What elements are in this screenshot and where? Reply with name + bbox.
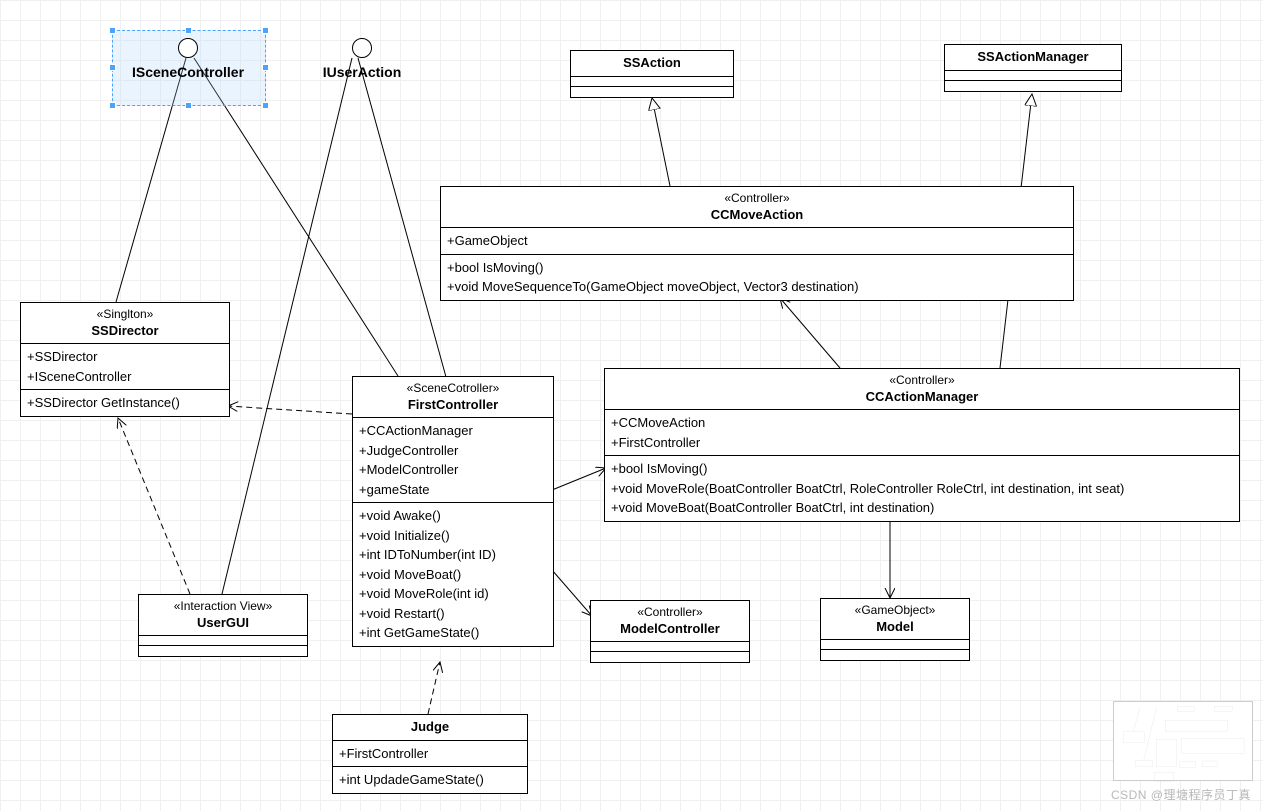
lollipop-icon (352, 38, 372, 58)
class-firstcontroller[interactable]: «SceneCotroller»FirstController+CCAction… (352, 376, 554, 647)
class-name: Model (876, 619, 914, 634)
operation-row: +int UpdadeGameState() (339, 770, 521, 790)
class-title: «Controller»CCActionManager (605, 369, 1239, 410)
operation-row: +void MoveBoat(BoatController BoatCtrl, … (611, 498, 1233, 518)
class-name: UserGUI (197, 615, 249, 630)
attributes-section: +SSDirector+ISceneController (21, 344, 229, 390)
attributes-section: +CCActionManager+JudgeController+ModelCo… (353, 418, 553, 503)
edge-e6 (228, 406, 352, 414)
operations-section (571, 87, 733, 97)
attribute-row: +CCActionManager (359, 421, 547, 441)
operations-section: +bool IsMoving()+void MoveSequenceTo(Gam… (441, 255, 1073, 300)
attribute-row: +JudgeController (359, 441, 547, 461)
attributes-section (591, 642, 749, 652)
class-title: SSAction (571, 51, 733, 77)
stereotype-label: «SceneCotroller» (359, 381, 547, 397)
attributes-section: +FirstController (333, 741, 527, 768)
edge-e8 (780, 298, 840, 368)
operations-section (821, 650, 969, 660)
operation-row: +void MoveSequenceTo(GameObject moveObje… (447, 277, 1067, 297)
class-name: SSDirector (91, 323, 158, 338)
stereotype-label: «Controller» (597, 605, 743, 621)
operation-row: +bool IsMoving() (611, 459, 1233, 479)
stereotype-label: «Controller» (447, 191, 1067, 207)
class-ssdirector[interactable]: «Singlton»SSDirector+SSDirector+ISceneCo… (20, 302, 230, 417)
operation-row: +void MoveRole(int id) (359, 584, 547, 604)
attributes-section: +GameObject (441, 228, 1073, 255)
operation-row: +int IDToNumber(int ID) (359, 545, 547, 565)
operations-section: +SSDirector GetInstance() (21, 390, 229, 416)
class-modelcontroller[interactable]: «Controller»ModelController (590, 600, 750, 663)
operations-section (591, 652, 749, 662)
class-name: SSAction (623, 55, 681, 70)
class-title: «Interaction View»UserGUI (139, 595, 307, 636)
attribute-row: +SSDirector (27, 347, 223, 367)
class-ssactionmanager[interactable]: SSActionManager (944, 44, 1122, 92)
attributes-section: +CCMoveAction+FirstController (605, 410, 1239, 456)
operation-row: +bool IsMoving() (447, 258, 1067, 278)
operations-section: +int UpdadeGameState() (333, 767, 527, 793)
class-title: Judge (333, 715, 527, 741)
class-title: «Singlton»SSDirector (21, 303, 229, 344)
operation-row: +void Initialize() (359, 526, 547, 546)
operation-row: +SSDirector GetInstance() (27, 393, 223, 413)
minimap-svg (1114, 702, 1254, 782)
class-title: «GameObject»Model (821, 599, 969, 640)
attributes-section (139, 636, 307, 646)
class-name: CCActionManager (866, 389, 979, 404)
edge-e11 (552, 570, 592, 616)
class-title: «Controller»ModelController (591, 601, 749, 642)
attribute-row: +gameState (359, 480, 547, 500)
minimap[interactable] (1113, 701, 1253, 781)
interface-label: IUserAction (312, 64, 412, 80)
attributes-section (821, 640, 969, 650)
class-title: «SceneCotroller»FirstController (353, 377, 553, 418)
operations-section (139, 646, 307, 656)
edge-e7 (652, 98, 670, 186)
stereotype-label: «GameObject» (827, 603, 963, 619)
attribute-row: +ISceneController (27, 367, 223, 387)
edge-e5 (118, 418, 190, 594)
operation-row: +int GetGameState() (359, 623, 547, 643)
class-ccmoveaction[interactable]: «Controller»CCMoveAction +GameObject +bool… (440, 186, 1074, 301)
operations-section (945, 81, 1121, 91)
operation-row: +void MoveRole(BoatController BoatCtrl, … (611, 479, 1233, 499)
edge-e4 (358, 58, 446, 377)
class-title: SSActionManager (945, 45, 1121, 71)
edge-e13 (428, 662, 440, 714)
class-name: SSActionManager (977, 49, 1088, 64)
stereotype-label: «Singlton» (27, 307, 223, 323)
attribute-row: +GameObject (447, 231, 1067, 251)
operations-section: +bool IsMoving()+void MoveRole(BoatContr… (605, 456, 1239, 521)
interface-label: ISceneController (128, 64, 248, 80)
operation-row: +void MoveBoat() (359, 565, 547, 585)
attributes-section (571, 77, 733, 87)
class-name: Judge (411, 719, 449, 734)
attribute-row: +FirstController (339, 744, 521, 764)
operations-section: +void Awake()+void Initialize()+int IDTo… (353, 503, 553, 646)
attribute-row: +CCMoveAction (611, 413, 1233, 433)
edge-e2 (222, 58, 352, 594)
class-model[interactable]: «GameObject»Model (820, 598, 970, 661)
operation-row: +void Awake() (359, 506, 547, 526)
lollipop-icon (178, 38, 198, 58)
edge-e10 (552, 468, 606, 490)
stereotype-label: «Controller» (611, 373, 1233, 389)
class-name: ModelController (620, 621, 720, 636)
class-ccactionmanager[interactable]: «Controller»CCActionManager+CCMoveAction… (604, 368, 1240, 522)
operation-row: +void Restart() (359, 604, 547, 624)
class-ssaction[interactable]: SSAction (570, 50, 734, 98)
attribute-row: +FirstController (611, 433, 1233, 453)
class-title: «Controller»CCMoveAction (441, 187, 1073, 228)
stereotype-label: «Interaction View» (145, 599, 301, 615)
interface-iscenecontroller[interactable]: ISceneController (128, 38, 248, 80)
class-judge[interactable]: Judge +FirstController +int UpdadeGameStat… (332, 714, 528, 794)
attribute-row: +ModelController (359, 460, 547, 480)
watermark: CSDN @理塘程序员丁真 (1111, 786, 1251, 803)
class-name: FirstController (408, 397, 498, 412)
interface-iuseraction[interactable]: IUserAction (312, 38, 412, 80)
class-name: CCMoveAction (711, 207, 803, 222)
class-usergui[interactable]: «Interaction View»UserGUI (138, 594, 308, 657)
attributes-section (945, 71, 1121, 81)
